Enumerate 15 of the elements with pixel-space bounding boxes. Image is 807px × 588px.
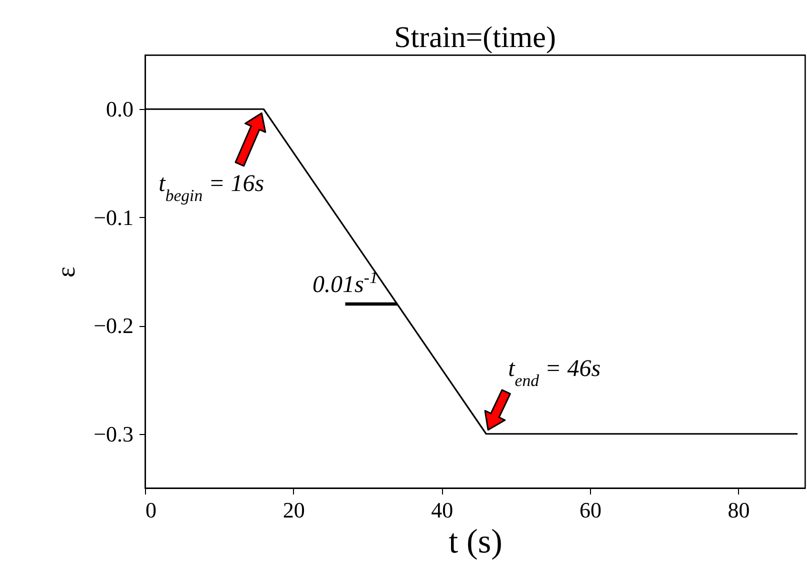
x-tick-label: 60 (579, 498, 602, 522)
x-tick-label: 40 (431, 498, 454, 522)
y-tick-label: −0.1 (94, 204, 134, 230)
y-tick-label: −0.3 (94, 421, 134, 446)
y-axis-title: ε (52, 266, 81, 278)
annotation: t$_{end}$ = 46s (508, 356, 601, 390)
y-tick-label: −0.2 (94, 313, 134, 338)
y-tick-label: 0.0 (106, 96, 134, 122)
annotation: 0.01s$^{-1}$ (312, 267, 378, 298)
chart-title: Strain=(time) (394, 21, 556, 54)
x-tick-label: 80 (728, 498, 750, 522)
x-axis-title: t (s) (448, 524, 502, 560)
x-tick-label: 0 (146, 498, 156, 522)
annotation: t$_{begin}$ = 16s (158, 171, 264, 205)
x-tick-label: 20 (282, 498, 305, 522)
